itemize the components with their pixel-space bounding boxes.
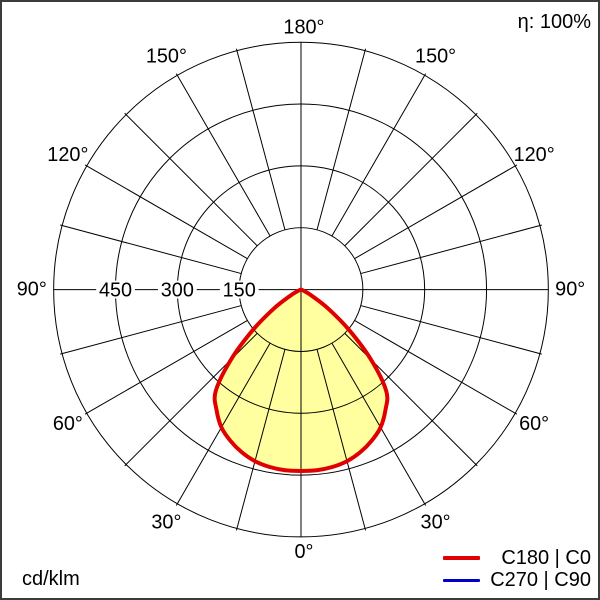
- radial-tick-label: 450: [99, 280, 132, 302]
- intensity-curve-c180-c0: [212, 287, 390, 473]
- radial-tick-mask: [219, 280, 259, 299]
- radial-tick-label: 300: [161, 280, 194, 302]
- radial-tick-label: 150: [223, 280, 256, 302]
- radial-tick-mask: [96, 280, 135, 299]
- radial-tick-mask: [157, 280, 197, 299]
- legend-label-c270-c90: C270 | C90: [490, 568, 591, 591]
- grid-spoke: [60, 224, 242, 275]
- grid-layer: [53, 41, 549, 538]
- angle-label-120-right: 120°: [514, 144, 555, 166]
- grid-spoke: [235, 48, 286, 230]
- angle-label-30-left: 30°: [151, 512, 181, 534]
- efficiency-label: η: 100%: [517, 11, 591, 33]
- grid-spoke: [84, 164, 248, 260]
- grid-spoke: [175, 342, 271, 506]
- grid-spoke: [344, 112, 478, 247]
- grid-spoke: [316, 48, 367, 230]
- angle-label-90-left: 90°: [17, 279, 47, 301]
- legend-label-c180-c0: C180 | C0: [501, 546, 591, 569]
- grid-spoke: [316, 349, 367, 531]
- legend: C180 | C0 C270 | C90: [443, 547, 591, 591]
- angle-label-0: 0°: [294, 541, 313, 563]
- labels-layer: 150 300 450 0° 30° 30° 60° 60° 90° 90° 120° 120° 150…: [17, 16, 585, 562]
- angle-label-150-left: 150°: [146, 45, 187, 67]
- legend-line-red-icon: [443, 556, 480, 560]
- curve-stroke-layer: [212, 287, 390, 473]
- grid-spoke: [360, 224, 542, 275]
- grid-spoke: [60, 305, 242, 355]
- angle-label-30-right: 30°: [421, 512, 451, 534]
- grid-spoke: [354, 320, 518, 415]
- grid-spoke: [175, 73, 271, 237]
- grid-spoke: [235, 349, 286, 531]
- angle-label-90-right: 90°: [555, 279, 585, 301]
- grid-spoke: [331, 73, 427, 237]
- grid-spoke: [360, 305, 542, 355]
- legend-item-c180-c0: C180 | C0: [443, 547, 591, 569]
- grid-spoke: [124, 112, 258, 247]
- legend-item-c270-c90: C270 | C90: [443, 569, 591, 591]
- legend-line-blue-icon: [443, 578, 480, 582]
- angle-label-150-right: 150°: [415, 45, 456, 67]
- grid-spoke: [331, 342, 427, 506]
- angle-label-180: 180°: [283, 16, 324, 38]
- grid-spoke: [354, 164, 518, 260]
- angle-label-60-right: 60°: [519, 413, 549, 435]
- unit-label: cd/klm: [22, 568, 80, 590]
- grid-spoke: [84, 320, 248, 415]
- angle-label-120-left: 120°: [47, 144, 88, 166]
- angle-label-60-left: 60°: [53, 413, 83, 435]
